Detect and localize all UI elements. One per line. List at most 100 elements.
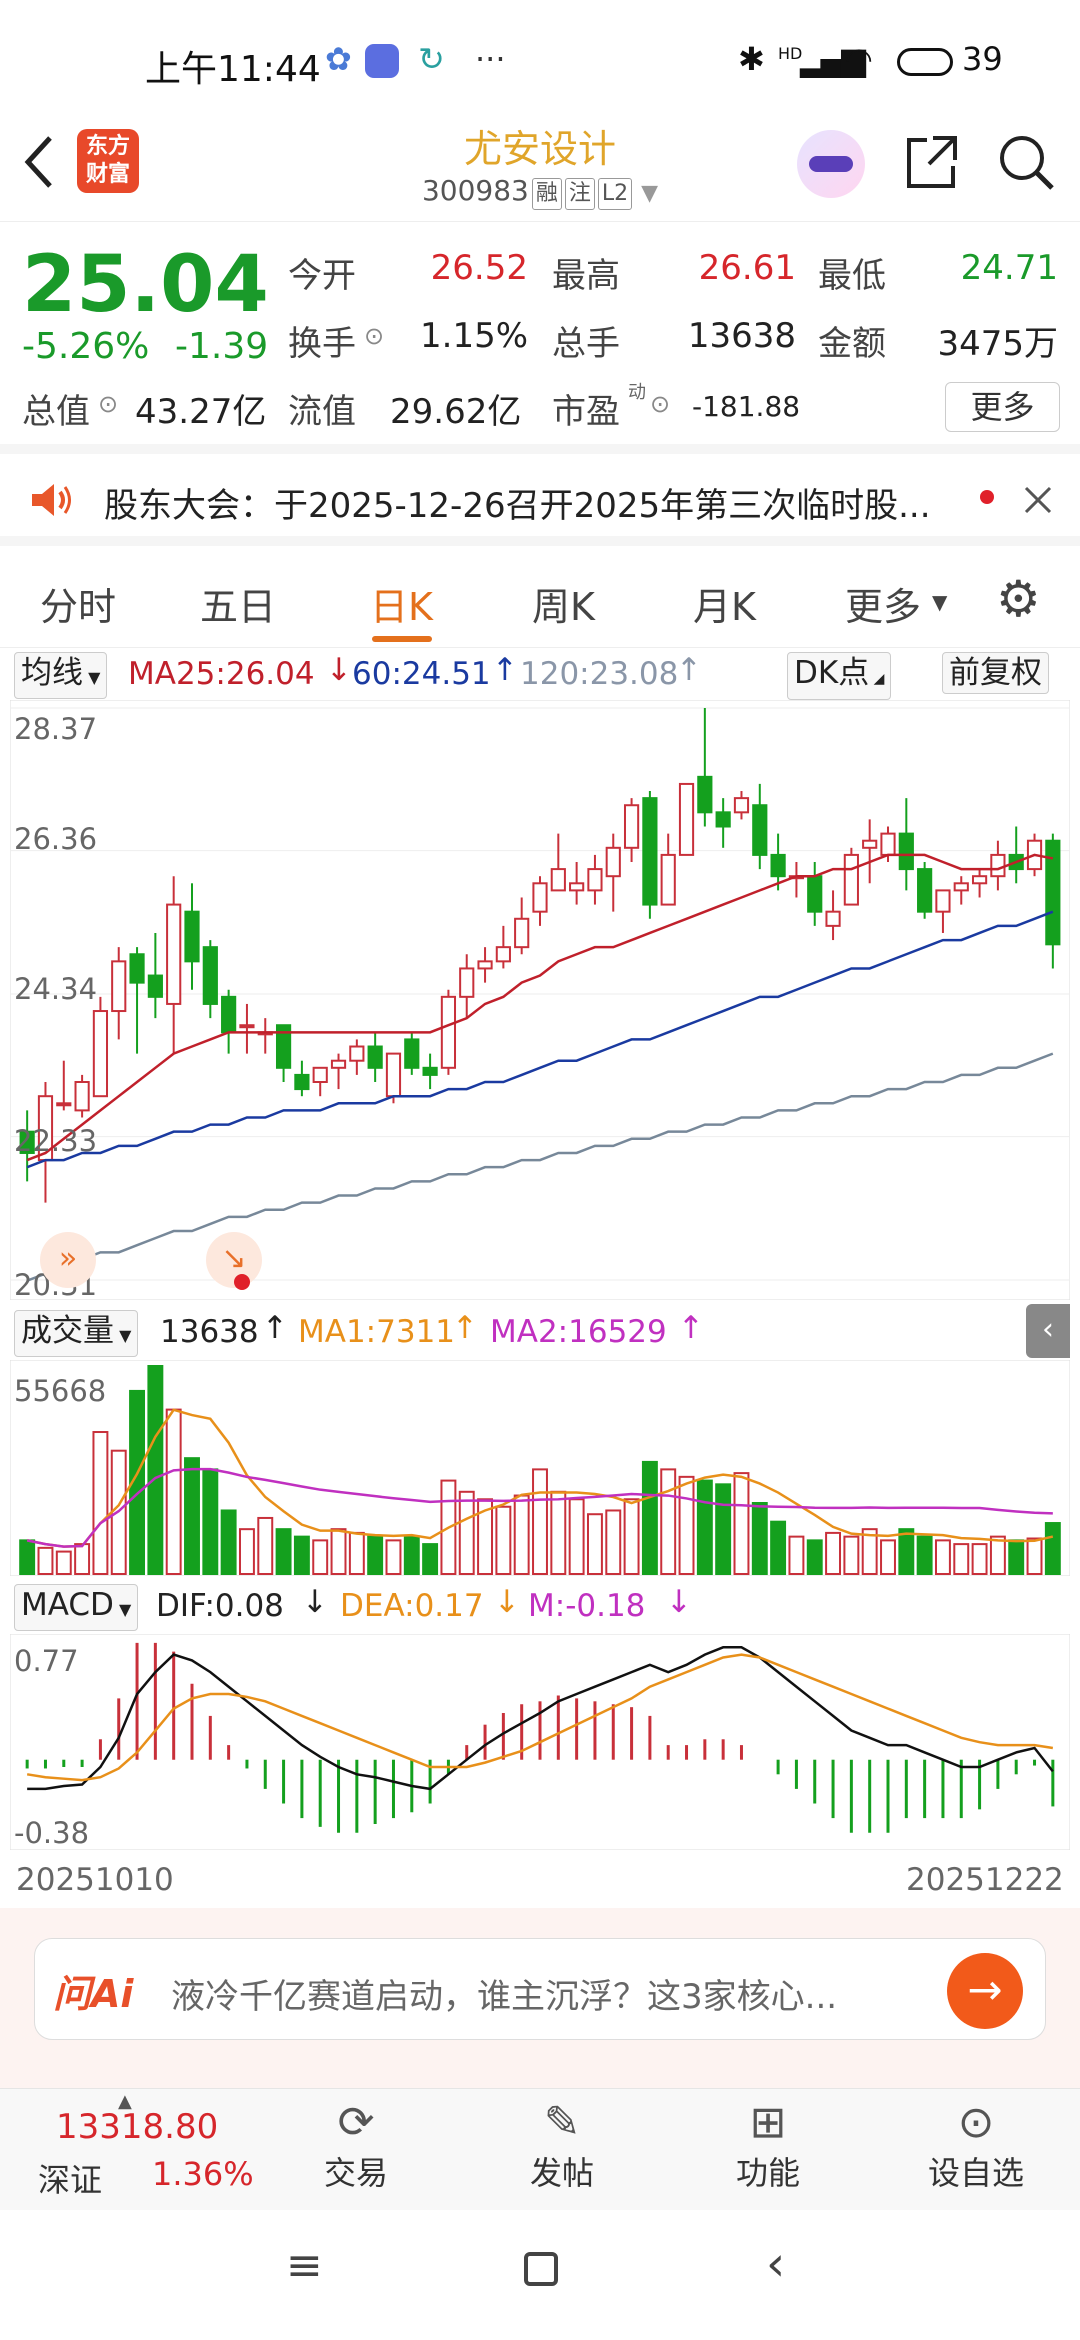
info-icon[interactable]: ⊙ xyxy=(364,322,385,350)
app-icon: ✿ xyxy=(325,40,352,78)
volume-bar xyxy=(806,1539,823,1576)
yen-exchange-icon: ⟳ xyxy=(337,2097,375,2148)
volume-bar xyxy=(971,1543,988,1576)
stock-code-line[interactable]: 300983 融注 L2 ▼ xyxy=(0,174,1080,210)
macd-select[interactable]: MACD ▼ xyxy=(14,1584,139,1631)
y-axis-label: 22.33 xyxy=(14,1124,98,1158)
arrow-down-icon: ↓ xyxy=(326,652,352,688)
candle-body xyxy=(422,1066,438,1076)
search-icon[interactable] xyxy=(996,132,1056,192)
app-icon xyxy=(365,44,399,78)
volume-bar xyxy=(843,1535,860,1575)
functions-button[interactable]: ⊞ 功能 xyxy=(708,2097,828,2194)
arrow-right-icon[interactable]: → xyxy=(947,1953,1023,2029)
volume-bar xyxy=(678,1475,695,1575)
index-change[interactable]: 1.36% xyxy=(152,2155,254,2193)
candle-body xyxy=(440,995,457,1069)
volume-ma1: MA1:7311 xyxy=(298,1314,456,1350)
high-value: 26.61 xyxy=(698,248,796,288)
tab-timeshare[interactable]: 分时 xyxy=(40,585,117,629)
expand-icon[interactable]: » xyxy=(40,1232,96,1288)
macd-dif: DIF:0.08 xyxy=(156,1588,284,1624)
dropdown-icon: ▼ xyxy=(641,181,658,206)
volume-bar xyxy=(202,1468,219,1575)
back-nav-icon[interactable]: ‹ xyxy=(766,2236,786,2292)
candle-body xyxy=(752,804,768,856)
volume-bar xyxy=(751,1502,768,1575)
volume-bar xyxy=(532,1468,548,1575)
gear-icon[interactable]: ⚙ xyxy=(996,570,1041,628)
low-label: 最低 xyxy=(818,256,886,296)
back-icon[interactable] xyxy=(20,132,56,192)
arrow-up-icon: ↑ xyxy=(678,1310,704,1346)
candle-body xyxy=(294,1073,310,1091)
candle-body xyxy=(550,868,566,892)
candle-body xyxy=(660,853,676,906)
add-watchlist-button[interactable]: ⊙ 设自选 xyxy=(916,2097,1036,2194)
home-icon[interactable] xyxy=(524,2252,558,2286)
post-button[interactable]: ✎ 发帖 xyxy=(502,2097,622,2194)
tab-monthly-k[interactable]: 月K xyxy=(693,585,756,629)
more-button[interactable]: 更多 xyxy=(945,382,1060,432)
dk-point-button[interactable]: DK点 ◢ xyxy=(787,652,892,700)
tab-daily-k[interactable]: 日K xyxy=(370,585,433,629)
candle-body xyxy=(330,1059,347,1069)
ma120-label: 120:23.08 xyxy=(520,656,679,692)
ai-assistant-icon[interactable] xyxy=(797,130,865,198)
info-icon[interactable]: ⊙ xyxy=(650,390,671,418)
hd-label: HD xyxy=(778,44,803,63)
more-circle-icon: ⊙ xyxy=(957,2097,995,2148)
dk-point-label: DK点 xyxy=(794,655,870,691)
volume-value: 13638 xyxy=(160,1314,259,1350)
tab-five-day[interactable]: 五日 xyxy=(200,585,277,629)
notice-bar[interactable]: 股东大会：于2025-12-26召开2025年第三次临时股... xyxy=(0,454,1080,546)
volume-bar xyxy=(605,1509,622,1575)
index-name[interactable]: 深证 xyxy=(38,2161,103,2199)
app-logo[interactable]: 东方 财富 xyxy=(77,129,139,193)
volume-select[interactable]: 成交量 ▼ xyxy=(14,1310,139,1357)
collapse-panel-icon[interactable]: ‹ xyxy=(1026,1304,1070,1358)
forward-adjust-button[interactable]: 前复权 xyxy=(942,652,1049,694)
volume-bar xyxy=(660,1468,677,1575)
ma-select[interactable]: 均线 ▼ xyxy=(14,652,108,699)
y-axis-label: 28.37 xyxy=(14,712,98,746)
index-value[interactable]: 13318.80 xyxy=(56,2107,219,2147)
volume-bar xyxy=(238,1528,255,1575)
share-icon[interactable] xyxy=(903,132,959,192)
tab-more[interactable]: 更多 xyxy=(845,585,922,629)
volume-bar xyxy=(403,1535,420,1575)
total-value-label: 总值 xyxy=(22,392,90,432)
l2-tag: L2 xyxy=(597,178,633,210)
volume-bar xyxy=(147,1365,164,1575)
current-price: 25.04 xyxy=(22,240,269,330)
volume-ma1-line xyxy=(26,1408,1054,1548)
macd-chart[interactable] xyxy=(10,1634,1070,1850)
tab-weekly-k[interactable]: 周K xyxy=(532,585,595,629)
kline-chart[interactable] xyxy=(10,700,1070,1300)
ai-question-box[interactable]: 问Ai 液冷千亿赛道启动，谁主沉浮？这3家核心... → xyxy=(34,1938,1046,2040)
volume-bar xyxy=(495,1505,512,1575)
candle-body xyxy=(74,1081,90,1112)
bluetooth-icon: ✱ xyxy=(738,40,765,78)
candle-body xyxy=(532,882,548,913)
notice-text: 股东大会：于2025-12-26召开2025年第三次临时股... xyxy=(104,486,931,526)
candle-body xyxy=(642,797,658,906)
info-icon[interactable]: ⊙ xyxy=(98,390,119,418)
volume-chart[interactable] xyxy=(10,1360,1070,1576)
volume-bar xyxy=(312,1539,329,1576)
close-icon[interactable] xyxy=(1022,484,1054,516)
menu-icon[interactable]: ≡ xyxy=(286,2240,323,2291)
pe-value: -181.88 xyxy=(692,390,801,423)
candle-body xyxy=(605,846,621,878)
volume-bar xyxy=(898,1528,915,1575)
trade-button[interactable]: ⟳ 交易 xyxy=(296,2097,416,2194)
volume-bar xyxy=(880,1539,896,1576)
candle-body xyxy=(862,839,878,849)
candle-body xyxy=(477,960,493,970)
high-label: 最高 xyxy=(552,256,620,296)
volume-bar xyxy=(385,1539,402,1576)
volume-bar xyxy=(55,1550,72,1575)
volume-bar xyxy=(1044,1522,1061,1575)
margin-tag: 融 xyxy=(531,178,562,210)
volume-bar xyxy=(934,1539,951,1576)
